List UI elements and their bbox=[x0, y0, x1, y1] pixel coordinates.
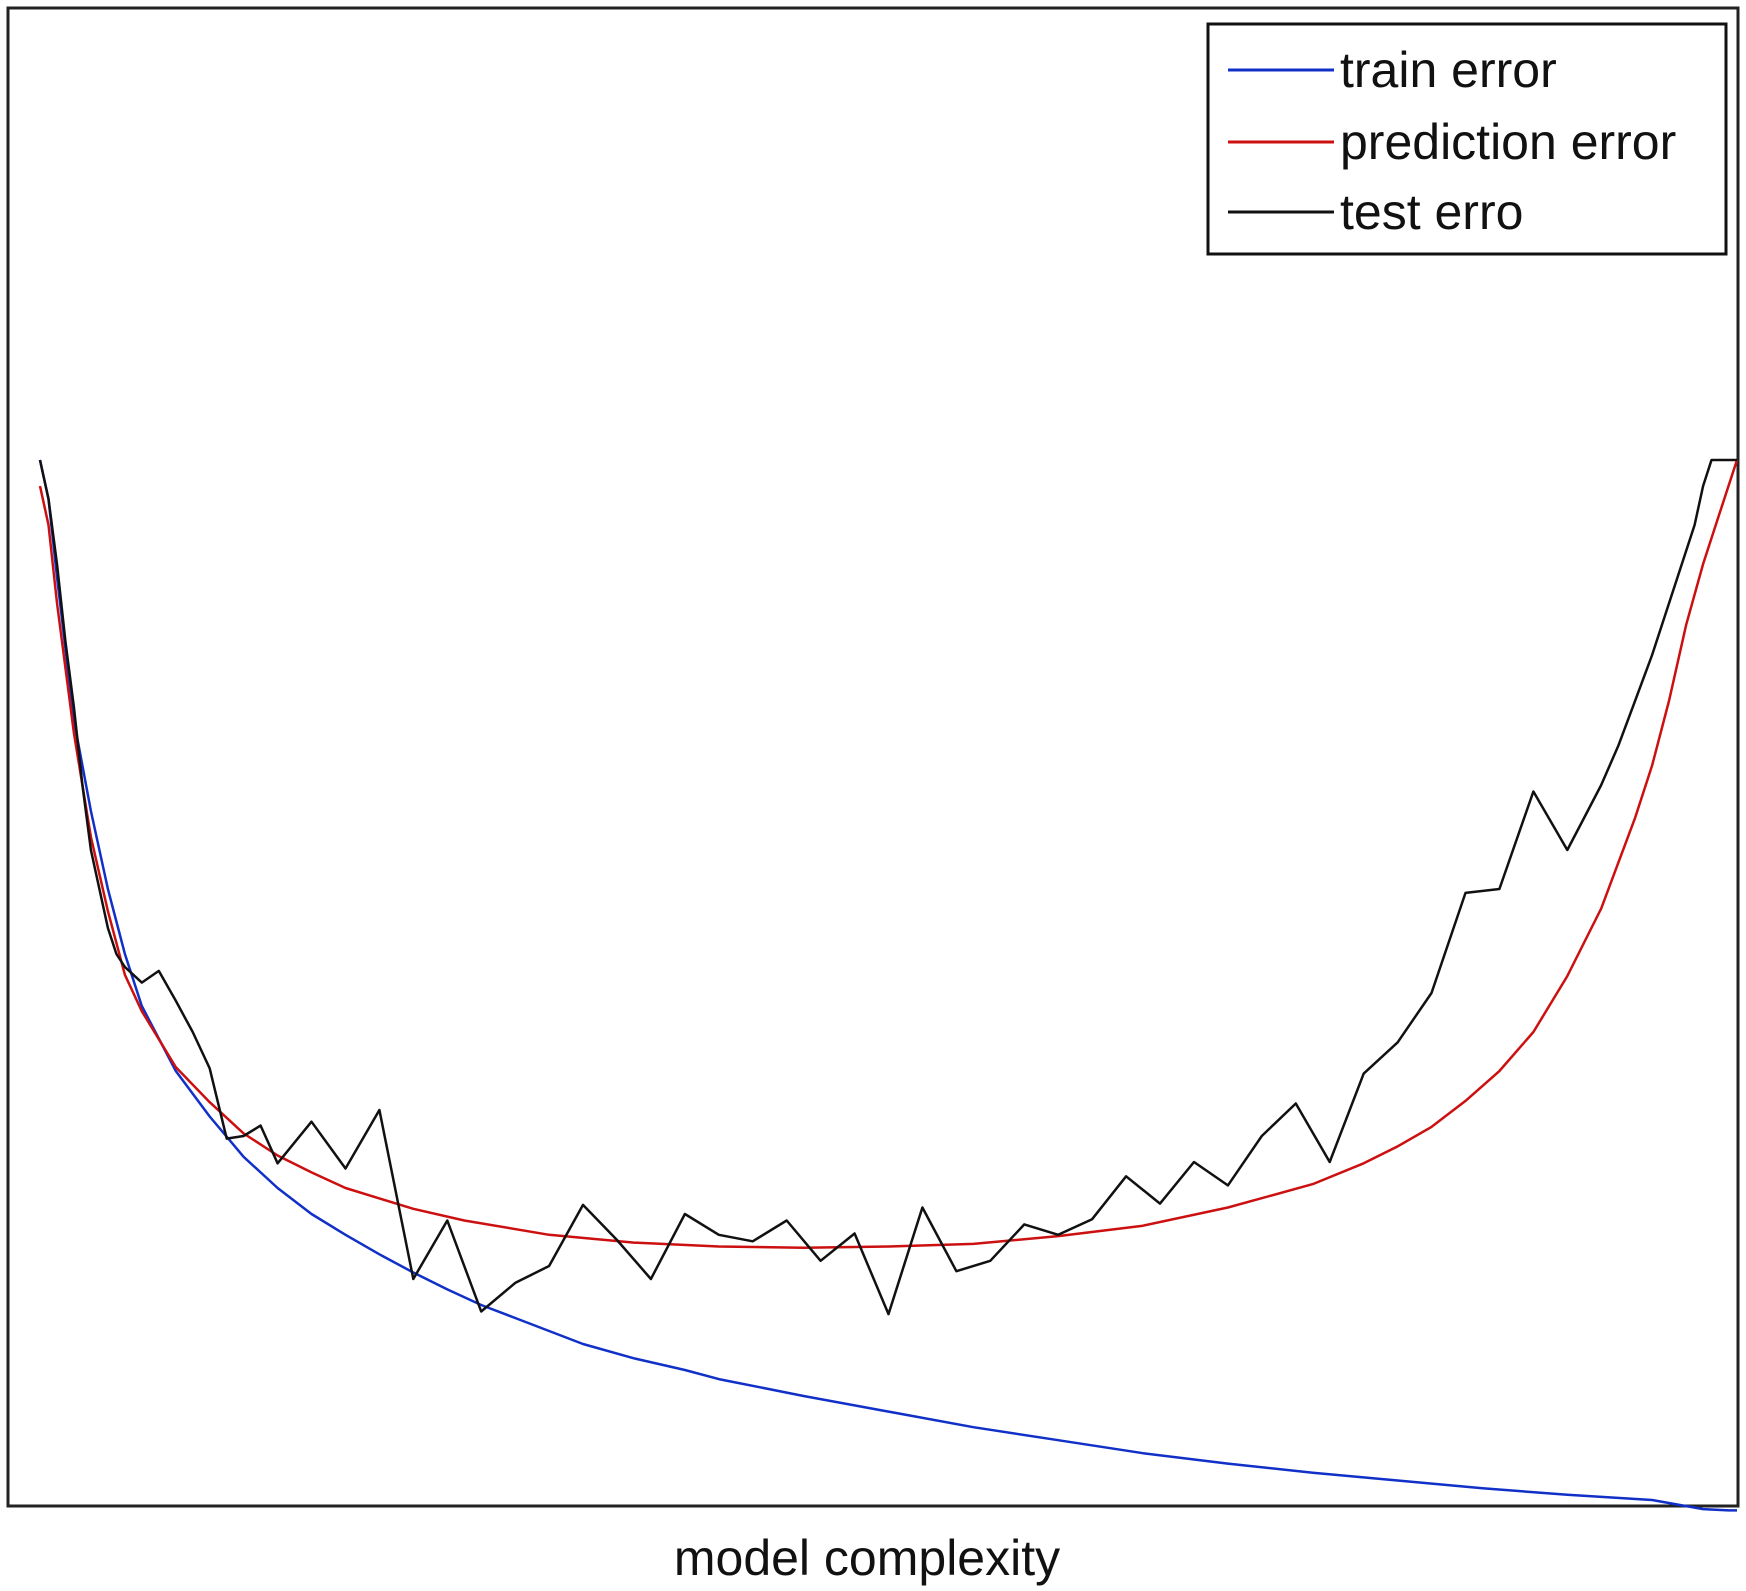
series-layer bbox=[38, 458, 1739, 1512]
plot-frame bbox=[6, 6, 1740, 1508]
legend: train error prediction error test erro bbox=[1206, 22, 1728, 256]
test-erro-line bbox=[38, 458, 1737, 1316]
legend-items: train error prediction error test erro bbox=[1228, 42, 1676, 240]
legend-box bbox=[1206, 22, 1728, 256]
prediction-error-line bbox=[38, 459, 1739, 1250]
legend-label-test-erro: test erro bbox=[1340, 184, 1523, 240]
x-axis-label: model complexity bbox=[674, 1530, 1060, 1586]
legend-label-prediction-error: prediction error bbox=[1340, 114, 1676, 170]
legend-label-train-error: train error bbox=[1340, 42, 1557, 98]
train-error-line bbox=[38, 459, 1737, 1512]
